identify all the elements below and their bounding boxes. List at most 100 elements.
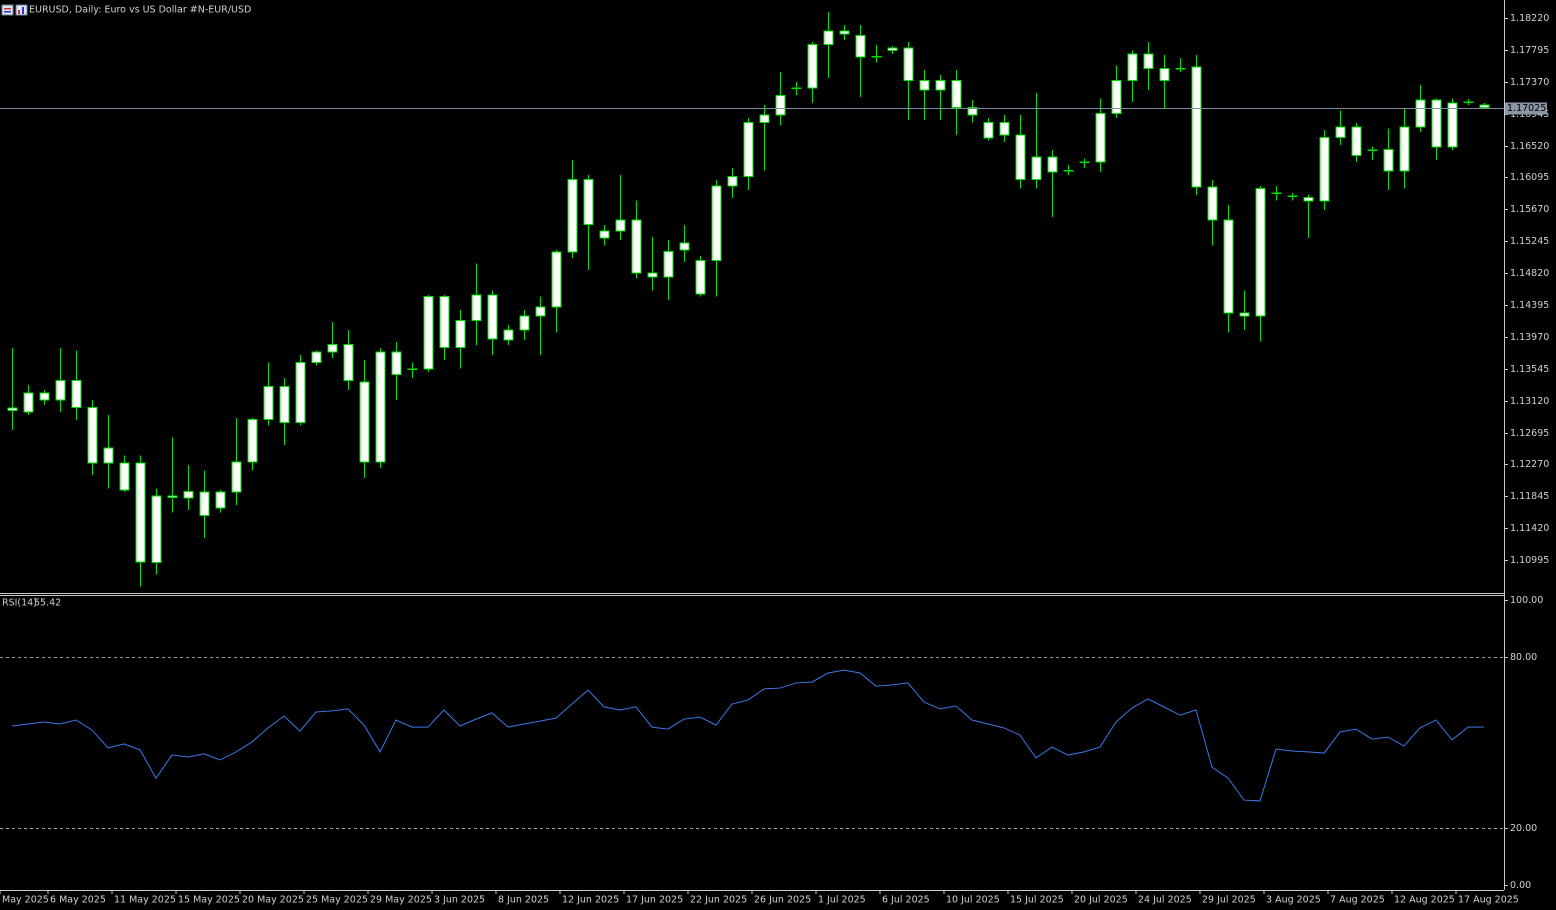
y-tick-label: 1.16095 <box>1510 172 1549 183</box>
y-tick-label: 1.13970 <box>1510 332 1549 343</box>
candle-body <box>1399 126 1410 172</box>
candle-body <box>823 30 834 45</box>
candle-body <box>199 491 210 516</box>
candle-body <box>679 242 690 251</box>
candle-body <box>903 47 914 81</box>
candle-body <box>1319 136 1330 202</box>
candle-body <box>359 381 370 463</box>
candle-body <box>967 106 978 116</box>
x-tick-label: 22 Jun 2025 <box>690 895 747 906</box>
candle-body <box>791 87 802 89</box>
candle-body <box>1207 186 1218 221</box>
candle-body <box>1335 126 1346 138</box>
candle-body <box>135 462 146 563</box>
candle-body <box>807 43 818 89</box>
candle-body <box>1287 195 1298 197</box>
y-tick-label: 1.12695 <box>1510 428 1549 439</box>
x-tick-label: 12 Aug 2025 <box>1394 895 1455 906</box>
candle-body <box>1191 66 1202 188</box>
candle-body <box>727 175 738 187</box>
current-price-label: 1.17025 <box>1507 103 1546 114</box>
candle-body <box>647 272 658 278</box>
icon <box>4 8 11 10</box>
candle-body <box>1303 196 1314 202</box>
candle-body <box>311 351 322 363</box>
x-tick-label: 6 May 2025 <box>50 895 106 906</box>
candle-body <box>1479 104 1490 109</box>
x-tick-label: 3 Jun 2025 <box>434 895 485 906</box>
x-tick-label: 29 May 2025 <box>370 895 432 906</box>
x-tick-label: 20 May 2025 <box>242 895 304 906</box>
candle-body <box>343 343 354 381</box>
y-tick-label: 0.00 <box>1510 880 1531 891</box>
x-tick-label: 12 Jun 2025 <box>562 895 619 906</box>
x-tick-label: 25 May 2025 <box>306 895 368 906</box>
current-price-box <box>1505 102 1547 115</box>
y-tick-label: 1.17370 <box>1510 77 1549 88</box>
candle-body <box>295 361 306 423</box>
candle-body <box>103 447 114 464</box>
candle-body <box>1383 148 1394 172</box>
candle-body <box>983 121 994 139</box>
candle-body <box>71 379 82 408</box>
candle-body <box>615 219 626 232</box>
y-tick-label: 100.00 <box>1510 595 1543 606</box>
candle-body <box>263 385 274 420</box>
candle-body <box>1047 156 1058 173</box>
candle-body <box>1031 156 1042 180</box>
x-tick-label: 24 Jul 2025 <box>1138 895 1192 906</box>
y-tick-label: 1.15245 <box>1510 236 1549 247</box>
x-tick-label: 11 May 2025 <box>114 895 176 906</box>
icon <box>4 11 11 13</box>
candle-body <box>215 491 226 509</box>
y-tick-label: 1.14820 <box>1510 268 1549 279</box>
candle-body <box>855 34 866 58</box>
candle-body <box>503 329 514 341</box>
candle-body <box>39 392 50 401</box>
candle-body <box>279 385 290 423</box>
candle-body <box>535 306 546 317</box>
candle-body <box>23 392 34 413</box>
candle-body <box>935 79 946 91</box>
candle-body <box>759 114 770 123</box>
icon <box>22 7 24 14</box>
candle-body <box>1111 79 1122 114</box>
x-tick-label: 29 Jul 2025 <box>1202 895 1256 906</box>
candle-body <box>887 47 898 51</box>
x-tick-label: 10 Jul 2025 <box>946 895 1000 906</box>
candle-body <box>455 319 466 348</box>
candle-body <box>583 178 594 225</box>
candle-body <box>775 94 786 116</box>
candle-body <box>151 495 162 564</box>
candle-body <box>1351 126 1362 156</box>
y-tick-label: 1.18220 <box>1510 13 1549 24</box>
candle-body <box>167 495 178 498</box>
candle-body <box>999 121 1010 136</box>
candle-body <box>423 295 434 370</box>
candle-body <box>551 251 562 308</box>
candle-body <box>439 295 450 348</box>
icon <box>1 4 14 16</box>
x-tick-label: 17 Aug 2025 <box>1458 895 1519 906</box>
candle-body <box>839 30 850 35</box>
x-tick-label: 20 Jul 2025 <box>1074 895 1128 906</box>
x-tick-label: 3 Aug 2025 <box>1266 895 1321 906</box>
candle-body <box>471 294 482 321</box>
candle-body <box>599 230 610 239</box>
candle-body <box>1239 312 1250 317</box>
candle-body <box>1447 102 1458 148</box>
y-tick-label: 1.17795 <box>1510 45 1549 56</box>
candle-body <box>951 79 962 108</box>
chart-title: EURUSD, Daily: Euro vs US Dollar #N-EUR/… <box>29 5 251 16</box>
y-tick-label: 1.16520 <box>1510 141 1549 152</box>
indicator-line <box>11 669 1485 802</box>
candle-body <box>871 55 882 58</box>
candle-body <box>1079 161 1090 164</box>
x-tick-label: 15 May 2025 <box>178 895 240 906</box>
indicator-value: 55.42 <box>34 598 61 609</box>
x-tick-label: 6 Jul 2025 <box>882 895 930 906</box>
x-tick-label: May 2025 <box>2 895 49 906</box>
candle-body <box>375 351 386 463</box>
